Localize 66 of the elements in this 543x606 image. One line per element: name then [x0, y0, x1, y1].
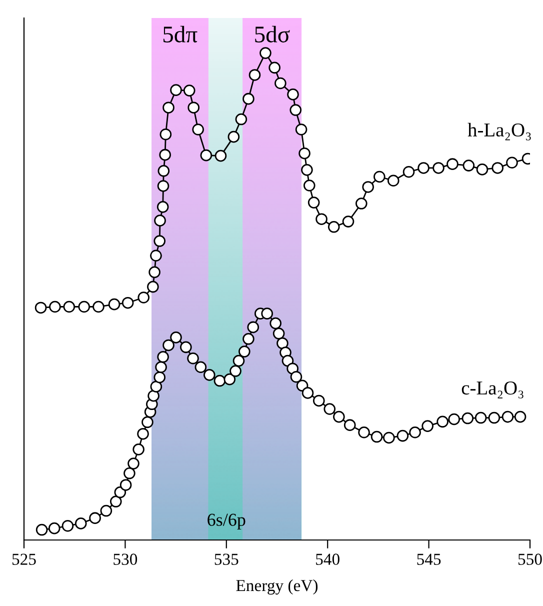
point: [387, 174, 400, 187]
point: [183, 84, 196, 96]
point: [418, 162, 430, 174]
point: [162, 102, 174, 114]
band-label: 5dπ: [163, 26, 198, 42]
point: [295, 124, 308, 136]
x-tick-label: 530: [114, 554, 138, 565]
point: [160, 128, 172, 140]
x-tick-label: 545: [417, 554, 441, 565]
x-axis-title: Energy (eV): [236, 579, 318, 595]
x-tick-label: 550: [518, 554, 542, 565]
point: [242, 92, 254, 105]
point: [154, 214, 166, 226]
point: [214, 150, 227, 162]
point: [92, 300, 104, 313]
point: [268, 62, 280, 74]
point: [290, 104, 302, 116]
x-tick-label: 535: [214, 554, 238, 565]
point: [78, 300, 90, 313]
band-label: 5dσ: [255, 26, 290, 42]
point: [235, 113, 248, 126]
point: [200, 149, 212, 162]
point: [63, 300, 76, 313]
point: [260, 47, 272, 59]
point: [154, 235, 166, 247]
point: [170, 84, 182, 96]
point: [157, 180, 170, 192]
point: [287, 88, 299, 100]
band-label: 6s/6p: [208, 514, 246, 530]
point: [148, 266, 160, 278]
series-label: h-La₂O₃: [468, 122, 531, 140]
point: [362, 181, 374, 193]
point: [150, 250, 162, 262]
point: [274, 77, 286, 90]
point: [446, 158, 458, 170]
point: [476, 164, 488, 176]
point: [49, 300, 61, 313]
point: [308, 196, 320, 208]
point: [342, 216, 354, 228]
point: [402, 166, 415, 178]
point: [159, 148, 171, 161]
point: [356, 198, 368, 210]
point: [156, 201, 169, 213]
point: [248, 69, 261, 81]
series-label: c-La₂O₃: [462, 382, 524, 398]
point: [34, 302, 47, 314]
point: [316, 213, 328, 226]
point: [228, 130, 240, 143]
point: [122, 296, 134, 309]
point: [328, 220, 340, 233]
point: [108, 298, 120, 310]
point: [158, 164, 170, 177]
x-tick-label: 540: [316, 554, 340, 565]
point: [492, 162, 504, 174]
point: [298, 147, 310, 160]
x-tick-label: 525: [12, 554, 36, 565]
point: [506, 156, 518, 169]
point: [432, 162, 444, 174]
point: [303, 180, 316, 192]
point: [188, 102, 200, 114]
point: [301, 164, 313, 176]
point: [138, 292, 150, 304]
point: [462, 160, 475, 172]
point: [147, 280, 159, 293]
point: [374, 170, 386, 183]
point: [192, 124, 204, 136]
